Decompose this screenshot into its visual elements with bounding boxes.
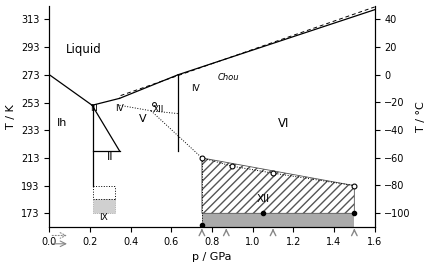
Text: Ih: Ih <box>57 118 67 128</box>
Text: Chou: Chou <box>218 73 239 82</box>
Polygon shape <box>93 199 114 213</box>
Text: IV: IV <box>191 84 200 93</box>
Text: XII: XII <box>152 105 164 114</box>
Text: IV: IV <box>115 103 124 113</box>
Text: IX: IX <box>99 213 108 222</box>
Y-axis label: T / °C: T / °C <box>416 101 426 132</box>
Text: V: V <box>139 114 147 124</box>
Polygon shape <box>202 213 354 227</box>
Text: Liquid: Liquid <box>66 43 102 56</box>
Text: II: II <box>107 151 114 162</box>
X-axis label: p / GPa: p / GPa <box>192 252 232 262</box>
Text: III: III <box>90 103 98 113</box>
Y-axis label: T / K: T / K <box>6 104 16 129</box>
Polygon shape <box>202 158 354 213</box>
Text: VI: VI <box>277 117 289 130</box>
Text: XII: XII <box>256 195 270 204</box>
